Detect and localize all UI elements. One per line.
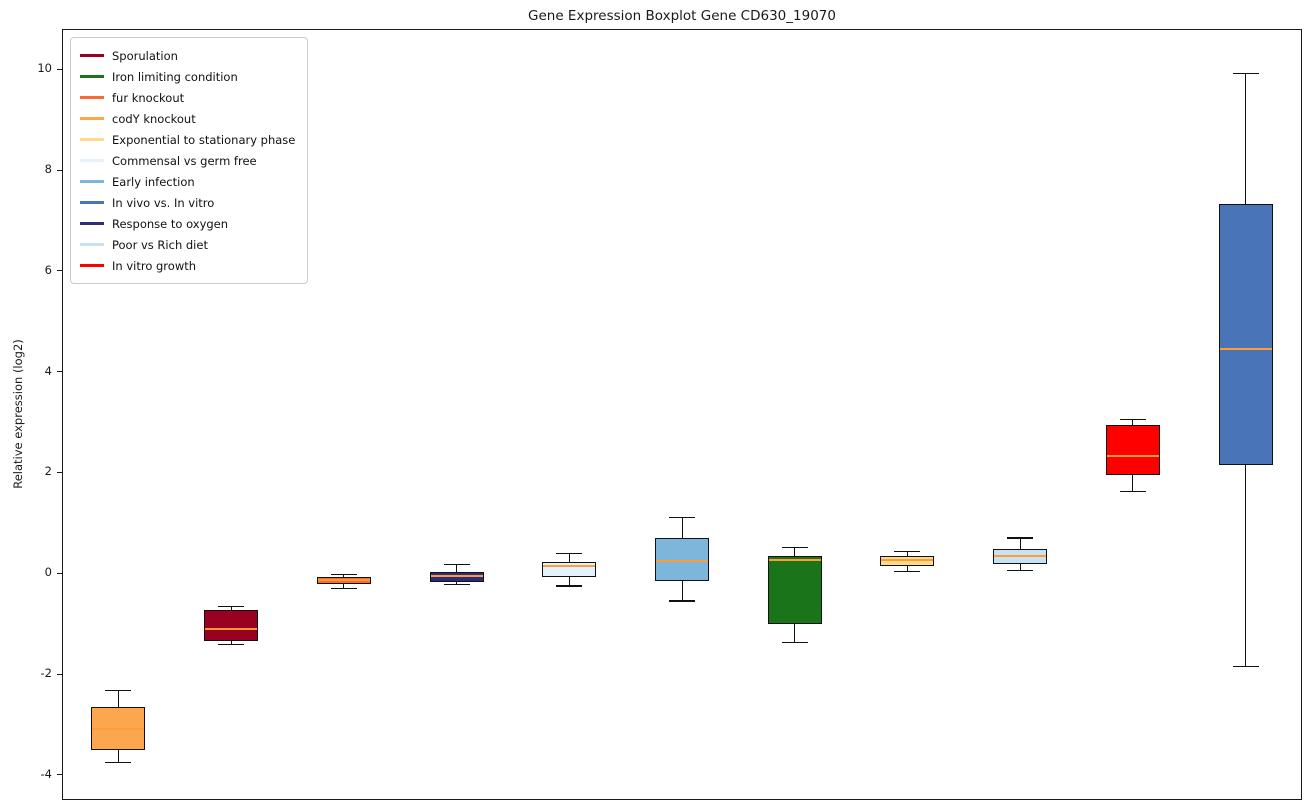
box-poor-vs-rich-diet (993, 549, 1048, 565)
box-exponential-to-stationary-phase (880, 555, 935, 566)
legend: Sporulation Iron limiting condition fur kn… (70, 37, 309, 284)
box-sporulation (204, 610, 259, 642)
legend-label: Iron limiting condition (112, 69, 238, 84)
y-tick-mark (57, 572, 62, 574)
box-in-vivo-vs-in-vitro (1218, 204, 1273, 465)
legend-swatch (80, 222, 104, 225)
whisker-cap-bottom-iron-limiting-condition (781, 642, 808, 644)
y-tick-mark (57, 471, 62, 473)
whisker-cap-top-sporulation (218, 605, 245, 608)
legend-label: codY knockout (112, 111, 196, 126)
legend-label: Response to oxygen (112, 216, 229, 231)
legend-label: Early infection (112, 174, 195, 189)
legend-swatch (80, 54, 104, 57)
legend-swatch (80, 264, 104, 267)
legend-item: Early infection (80, 171, 295, 192)
whisker-cap-top-exponential-to-stationary-phase (894, 551, 921, 553)
legend-label: In vitro growth (112, 258, 197, 273)
legend-label: Sporulation (112, 48, 178, 63)
box-early-infection (655, 537, 709, 581)
legend-swatch (80, 138, 104, 141)
whisker-cap-top-iron-limiting-condition (781, 546, 808, 548)
y-tick-label: 8 (44, 162, 52, 177)
median-line-in-vivo-vs-in-vitro (1219, 347, 1272, 350)
whisker-cap-bottom-in-vivo-vs-in-vitro (1232, 665, 1259, 668)
whisker-cap-bottom-exponential-to-stationary-phase (894, 571, 921, 573)
box-cody-knockout (91, 706, 146, 750)
legend-swatch (80, 75, 104, 78)
y-tick-mark (57, 371, 62, 373)
legend-item: codY knockout (80, 108, 295, 129)
y-tick-label: -2 (40, 666, 52, 681)
y-tick-mark (57, 774, 62, 776)
legend-label: In vivo vs. In vitro (112, 195, 215, 210)
legend-item: Response to oxygen (80, 213, 295, 234)
median-line-in-vitro-growth (1106, 455, 1159, 458)
y-tick-label: 2 (44, 464, 52, 479)
median-line-fur-knockout (317, 579, 370, 582)
whisker-cap-bottom-cody-knockout (105, 762, 132, 764)
median-line-response-to-oxygen (430, 574, 483, 577)
whisker-cap-top-poor-vs-rich-diet (1007, 537, 1034, 539)
legend-swatch (80, 243, 104, 246)
whisker-cap-top-commensal-vs-germ-free (556, 552, 583, 554)
y-tick-mark (57, 169, 62, 171)
legend-label: fur knockout (112, 90, 185, 105)
legend-item: Sporulation (80, 45, 295, 66)
whisker-cap-bottom-in-vitro-growth (1119, 491, 1146, 493)
legend-item: Commensal vs germ free (80, 150, 295, 171)
legend-swatch (80, 117, 104, 120)
whisker-cap-bottom-fur-knockout (330, 587, 357, 590)
whisker-cap-top-early-infection (669, 517, 695, 519)
y-tick-label: 0 (44, 565, 52, 580)
median-line-poor-vs-rich-diet (994, 554, 1047, 557)
legend-item: fur knockout (80, 87, 295, 108)
legend-swatch (80, 201, 104, 204)
median-line-exponential-to-stationary-phase (881, 558, 934, 561)
y-tick-mark (57, 270, 62, 272)
legend-swatch (80, 180, 104, 183)
legend-item: Poor vs Rich diet (80, 234, 295, 255)
whisker-cap-top-response-to-oxygen (443, 563, 470, 565)
legend-item: Iron limiting condition (80, 66, 295, 87)
legend-swatch (80, 96, 104, 99)
whisker-cap-top-in-vitro-growth (1119, 419, 1146, 421)
y-tick-mark (57, 673, 62, 675)
box-iron-limiting-condition (767, 555, 822, 624)
median-line-sporulation (205, 627, 258, 630)
whisker-cap-bottom-early-infection (669, 600, 695, 602)
whisker-cap-bottom-response-to-oxygen (443, 583, 470, 585)
median-line-cody-knockout (92, 728, 145, 731)
box-response-to-oxygen (429, 571, 484, 583)
whisker-cap-top-in-vivo-vs-in-vitro (1232, 72, 1259, 75)
y-tick-label: 4 (44, 363, 52, 378)
legend-swatch (80, 159, 104, 162)
legend-label: Commensal vs germ free (112, 153, 257, 168)
box-in-vitro-growth (1105, 424, 1160, 475)
whisker-cap-top-fur-knockout (330, 573, 357, 575)
y-tick-label: 10 (37, 61, 52, 76)
legend-label: Poor vs Rich diet (112, 237, 208, 252)
median-line-early-infection (656, 559, 708, 562)
chart-title: Gene Expression Boxplot Gene CD630_19070 (528, 8, 836, 24)
whisker-cap-bottom-commensal-vs-germ-free (556, 585, 583, 587)
y-tick-mark (57, 68, 62, 70)
legend-item: In vitro growth (80, 255, 295, 276)
y-tick-label: 6 (44, 262, 52, 277)
whisker-cap-top-cody-knockout (105, 690, 132, 692)
whisker-cap-bottom-poor-vs-rich-diet (1007, 570, 1034, 572)
whisker-cap-bottom-sporulation (218, 644, 245, 646)
y-tick-label: -4 (40, 766, 52, 781)
median-line-commensal-vs-germ-free (543, 564, 596, 567)
legend-label: Exponential to stationary phase (112, 132, 296, 147)
legend-item: Exponential to stationary phase (80, 129, 295, 150)
legend-item: In vivo vs. In vitro (80, 192, 295, 213)
median-line-iron-limiting-condition (768, 558, 821, 561)
